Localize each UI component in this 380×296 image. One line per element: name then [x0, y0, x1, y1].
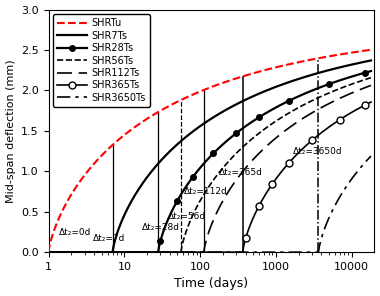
SHR7Ts	[242, 99, 247, 102]
SHR112Ts	[234, 179, 238, 182]
SHR3650Ts	[234, 250, 238, 254]
SHR112Ts	[66, 250, 71, 254]
Text: Δt₂=3650d: Δt₂=3650d	[293, 147, 343, 156]
SHR3650Ts	[324, 223, 328, 226]
SHR28Ts	[369, 69, 373, 73]
SHR3650Ts	[252, 250, 256, 254]
SHR365Ts	[324, 127, 328, 131]
SHR56Ts	[324, 92, 328, 96]
SHR28Ts	[324, 83, 328, 87]
SHR7Ts	[66, 250, 71, 254]
SHRTu	[252, 71, 256, 75]
Line: SHR28Ts: SHR28Ts	[49, 71, 371, 252]
SHR3650Ts	[291, 250, 295, 254]
SHR3650Ts	[66, 250, 71, 254]
SHR7Ts	[369, 59, 373, 62]
Line: SHRTu: SHRTu	[49, 50, 371, 252]
SHR365Ts	[46, 250, 51, 254]
SHR56Ts	[46, 250, 51, 254]
Text: Δt₂=7d: Δt₂=7d	[92, 234, 125, 243]
SHR3650Ts	[369, 154, 373, 158]
SHRTu	[66, 198, 71, 201]
SHR56Ts	[369, 76, 373, 79]
SHR56Ts	[242, 144, 247, 147]
SHRTu	[234, 77, 238, 80]
SHR28Ts	[242, 126, 247, 129]
Line: SHR365Ts: SHR365Ts	[49, 102, 371, 252]
SHR28Ts	[252, 119, 256, 122]
SHR3650Ts	[242, 250, 247, 254]
Text: Δt₂=365d: Δt₂=365d	[218, 168, 263, 177]
SHR112Ts	[242, 168, 247, 171]
SHR28Ts	[46, 250, 51, 254]
SHRTu	[324, 55, 328, 59]
SHR3650Ts	[46, 250, 51, 254]
SHR365Ts	[66, 250, 71, 254]
SHR7Ts	[234, 103, 238, 106]
SHR112Ts	[291, 123, 295, 127]
SHR112Ts	[369, 84, 373, 87]
SHR7Ts	[324, 69, 328, 73]
SHR365Ts	[291, 157, 295, 160]
SHR28Ts	[291, 97, 295, 101]
SHR7Ts	[252, 94, 256, 98]
Text: Δt₂=56d: Δt₂=56d	[168, 212, 206, 221]
SHR112Ts	[252, 157, 256, 160]
SHR7Ts	[291, 79, 295, 83]
Line: SHR112Ts: SHR112Ts	[49, 86, 371, 252]
Text: Δt₂=0d: Δt₂=0d	[59, 228, 91, 237]
Y-axis label: Mid-span deflection (mm): Mid-span deflection (mm)	[6, 59, 16, 203]
SHR28Ts	[234, 132, 238, 135]
SHRTu	[46, 250, 51, 254]
SHR56Ts	[291, 109, 295, 112]
Text: Δt₂=28d: Δt₂=28d	[142, 223, 180, 232]
SHR56Ts	[234, 152, 238, 155]
SHR112Ts	[324, 103, 328, 107]
X-axis label: Time (days): Time (days)	[174, 277, 249, 290]
SHR7Ts	[46, 250, 51, 254]
SHRTu	[242, 74, 247, 78]
SHR56Ts	[252, 136, 256, 139]
SHR365Ts	[252, 214, 256, 218]
Line: SHR7Ts: SHR7Ts	[49, 60, 371, 252]
Line: SHR56Ts: SHR56Ts	[49, 78, 371, 252]
SHRTu	[369, 48, 373, 52]
SHRTu	[291, 62, 295, 65]
Legend: SHRTu, SHR7Ts, SHR28Ts, SHR56Ts, SHR112Ts, SHR365Ts, SHR3650Ts: SHRTu, SHR7Ts, SHR28Ts, SHR56Ts, SHR112T…	[54, 15, 150, 107]
SHR365Ts	[234, 250, 238, 254]
Text: Δt₂=112d: Δt₂=112d	[184, 187, 228, 196]
SHR28Ts	[66, 250, 71, 254]
SHR365Ts	[369, 100, 373, 104]
Line: SHR3650Ts: SHR3650Ts	[49, 156, 371, 252]
SHR112Ts	[46, 250, 51, 254]
SHR365Ts	[242, 242, 247, 245]
SHR56Ts	[66, 250, 71, 254]
